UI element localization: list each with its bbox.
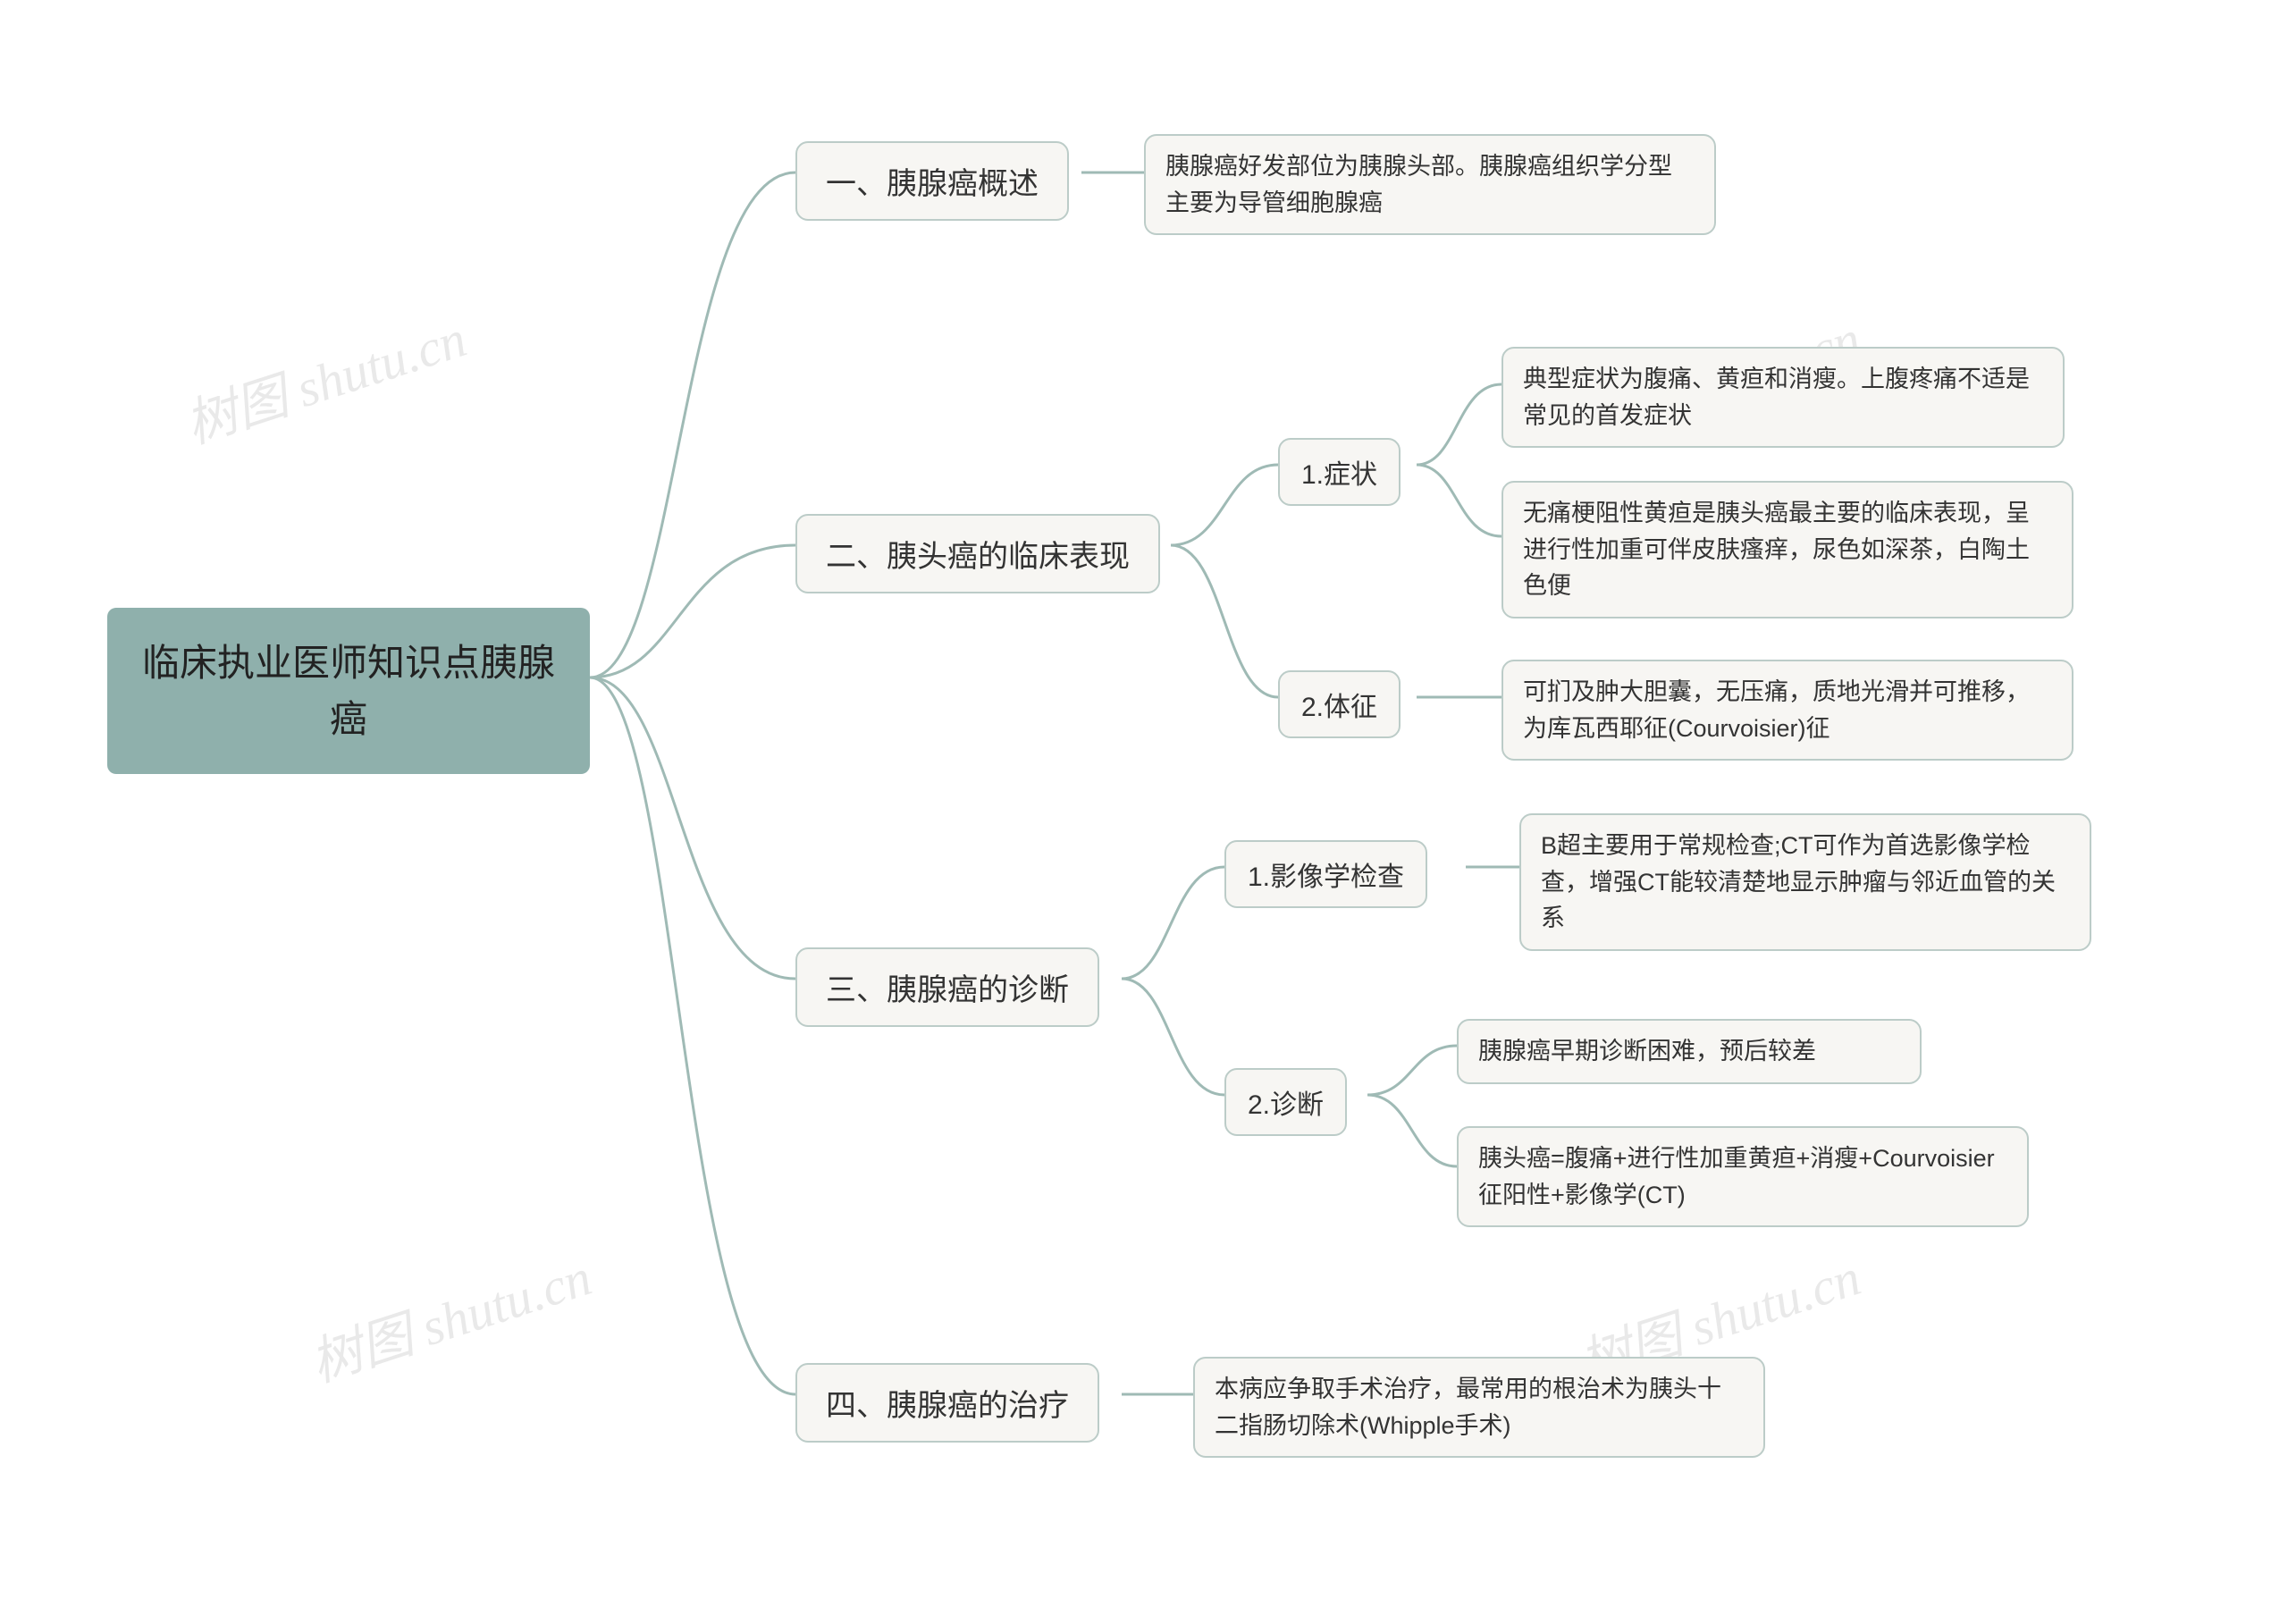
leaf-label: 可扪及肿大胆囊，无压痛，质地光滑并可推移，为库瓦西耶征(Courvoisier)… — [1523, 678, 2030, 742]
branch-label: 四、胰腺癌的治疗 — [826, 1389, 1069, 1423]
leaf-label: 胰头癌=腹痛+进行性加重黄疸+消瘦+Courvoisier征阳性+影像学(CT) — [1478, 1145, 1995, 1208]
leaf-node: 无痛梗阻性黄疸是胰头癌最主要的临床表现，呈进行性加重可伴皮肤瘙痒，尿色如深茶，白… — [1502, 481, 2074, 618]
watermark: 树图 shutu.cn — [299, 1235, 599, 1396]
branch-label: 一、胰腺癌概述 — [826, 167, 1039, 201]
branch-node-clinical: 二、胰头癌的临床表现 — [795, 514, 1160, 593]
leaf-label: 典型症状为腹痛、黄疸和消瘦。上腹疼痛不适是常见的首发症状 — [1523, 366, 2030, 429]
sub-node-symptoms: 1.症状 — [1278, 438, 1401, 506]
sub-label: 2.诊断 — [1248, 1090, 1324, 1120]
leaf-label: 本病应争取手术治疗，最常用的根治术为胰头十二指肠切除术(Whipple手术) — [1215, 1376, 1721, 1439]
sub-label: 1.症状 — [1301, 460, 1377, 490]
branch-node-overview: 一、胰腺癌概述 — [795, 141, 1069, 221]
leaf-node: B超主要用于常规检查;CT可作为首选影像学检查，增强CT能较清楚地显示肿瘤与邻近… — [1519, 813, 2091, 951]
leaf-node: 胰腺癌好发部位为胰腺头部。胰腺癌组织学分型主要为导管细胞腺癌 — [1144, 134, 1716, 235]
sub-node-diag: 2.诊断 — [1224, 1068, 1347, 1136]
sub-node-signs: 2.体征 — [1278, 670, 1401, 738]
leaf-node: 典型症状为腹痛、黄疸和消瘦。上腹疼痛不适是常见的首发症状 — [1502, 347, 2065, 448]
branch-node-treatment: 四、胰腺癌的治疗 — [795, 1363, 1099, 1443]
leaf-node: 可扪及肿大胆囊，无压痛，质地光滑并可推移，为库瓦西耶征(Courvoisier)… — [1502, 660, 2074, 761]
root-node: 临床执业医师知识点胰腺癌 — [107, 608, 590, 774]
sub-node-imaging: 1.影像学检查 — [1224, 840, 1427, 908]
leaf-node: 胰头癌=腹痛+进行性加重黄疸+消瘦+Courvoisier征阳性+影像学(CT) — [1457, 1126, 2029, 1227]
leaf-node: 本病应争取手术治疗，最常用的根治术为胰头十二指肠切除术(Whipple手术) — [1193, 1357, 1765, 1458]
leaf-label: 胰腺癌好发部位为胰腺头部。胰腺癌组织学分型主要为导管细胞腺癌 — [1165, 153, 1672, 216]
sub-label: 2.体征 — [1301, 693, 1377, 722]
branch-label: 二、胰头癌的临床表现 — [826, 540, 1130, 574]
watermark: 树图 shutu.cn — [174, 297, 474, 458]
leaf-node: 胰腺癌早期诊断困难，预后较差 — [1457, 1019, 1922, 1084]
sub-label: 1.影像学检查 — [1248, 862, 1404, 892]
branch-node-diagnosis: 三、胰腺癌的诊断 — [795, 947, 1099, 1027]
leaf-label: B超主要用于常规检查;CT可作为首选影像学检查，增强CT能较清楚地显示肿瘤与邻近… — [1541, 832, 2056, 931]
leaf-label: 胰腺癌早期诊断困难，预后较差 — [1478, 1038, 1816, 1064]
leaf-label: 无痛梗阻性黄疸是胰头癌最主要的临床表现，呈进行性加重可伴皮肤瘙痒，尿色如深茶，白… — [1523, 500, 2030, 599]
root-label: 临床执业医师知识点胰腺癌 — [142, 642, 555, 740]
connectors-layer — [0, 0, 2288, 1624]
branch-label: 三、胰腺癌的诊断 — [826, 973, 1069, 1007]
